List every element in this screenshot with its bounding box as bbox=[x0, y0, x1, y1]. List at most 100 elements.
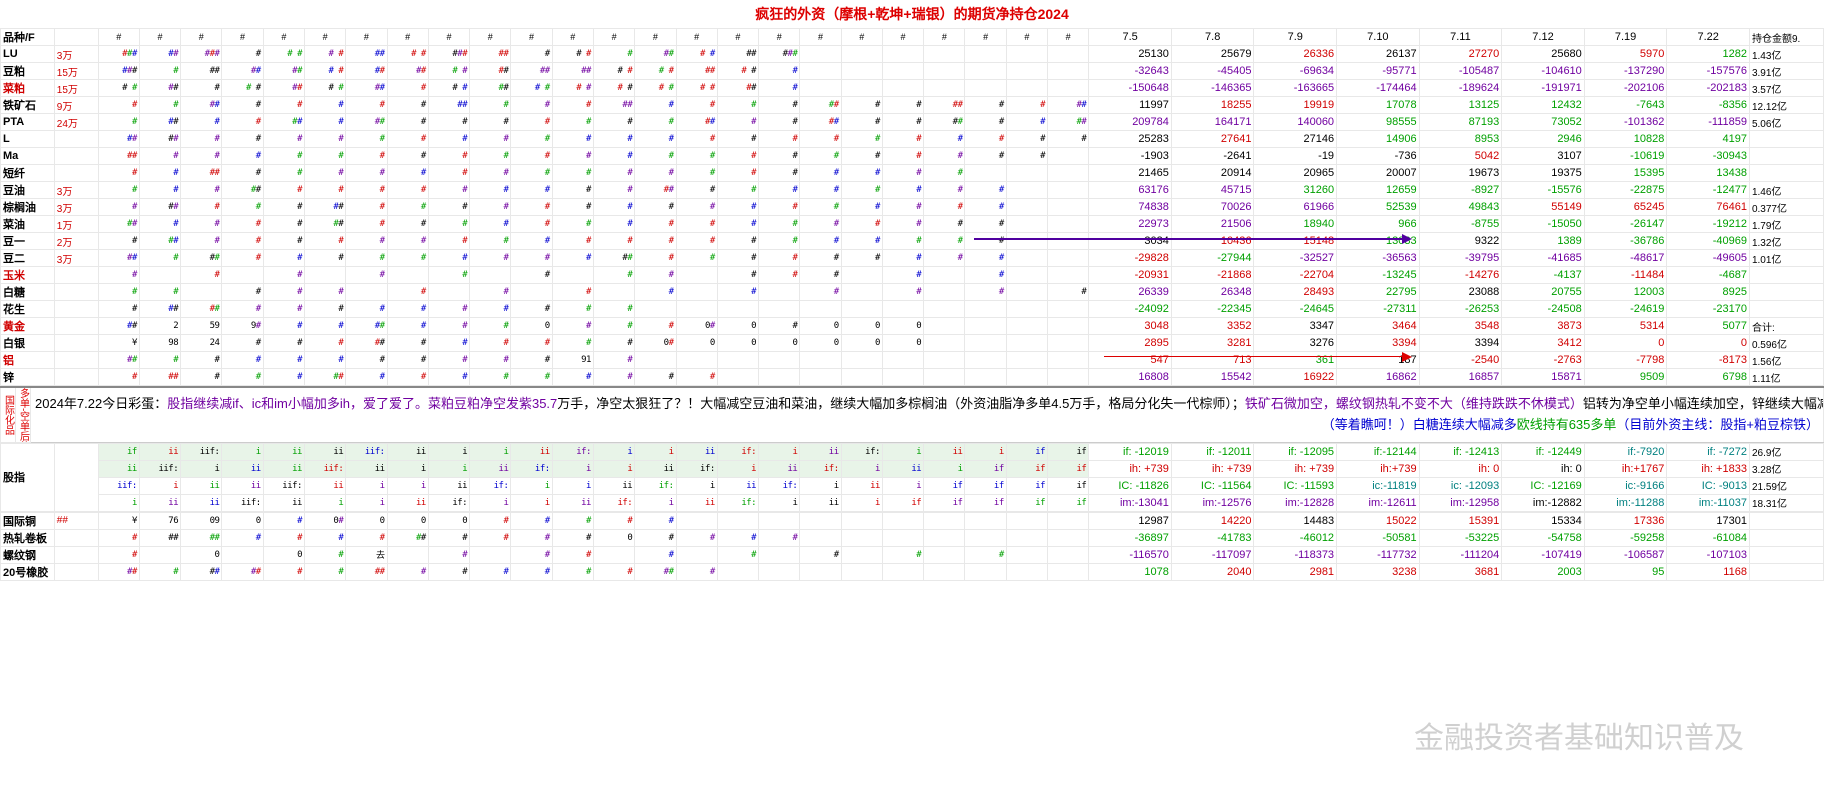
val-cell: 13125 bbox=[1419, 97, 1502, 114]
hash-cell: 0 bbox=[717, 318, 758, 335]
val-cell: 209784 bbox=[1089, 114, 1172, 131]
commentary: 2024年7.22今日彩蛋：股指继续减if、ic和im小幅加多ih，爱了爱了。菜… bbox=[31, 387, 1824, 442]
val-cell: 55149 bbox=[1502, 199, 1585, 216]
hash-cell: 0 bbox=[841, 318, 882, 335]
val-cell: -23170 bbox=[1667, 301, 1750, 318]
val-cell: -24645 bbox=[1254, 301, 1337, 318]
val-cell: -111204 bbox=[1419, 546, 1502, 563]
hash-cell: # bbox=[139, 250, 180, 267]
hash-cell: # bbox=[924, 165, 965, 182]
gq-hash: ii bbox=[222, 460, 263, 477]
table-row: 菜油1万### # # # ## # # # # # # # # # # # #… bbox=[1, 216, 1824, 233]
hash-cell bbox=[759, 512, 800, 529]
val-cell: 2040 bbox=[1171, 563, 1254, 580]
hash-cell: # bbox=[965, 97, 1006, 114]
val-cell: -107103 bbox=[1667, 546, 1750, 563]
hash-cell: 0 bbox=[882, 335, 923, 352]
val-cell: 713 bbox=[1171, 352, 1254, 369]
row-name: 铁矿石 bbox=[1, 97, 55, 114]
hash-cell: # bbox=[717, 148, 758, 165]
hash-col: # bbox=[924, 29, 965, 46]
hash-cell: # bbox=[263, 369, 304, 386]
hash-cell: ## bbox=[387, 63, 428, 80]
hash-cell: # bbox=[181, 131, 222, 148]
gq-hash: i bbox=[428, 443, 469, 460]
gq-hash: ii bbox=[387, 494, 428, 511]
hash-cell: ## bbox=[1048, 97, 1089, 114]
hash-cell bbox=[1006, 352, 1047, 369]
hash-cell: # bbox=[759, 250, 800, 267]
hash-cell bbox=[1006, 563, 1047, 580]
gq-val: im:-13041 bbox=[1089, 494, 1172, 511]
gq-val: ih:+739 bbox=[1337, 460, 1420, 477]
hash-cell: # bbox=[635, 148, 676, 165]
hash-cell: 2 bbox=[139, 318, 180, 335]
gq-val: if: -12011 bbox=[1171, 443, 1254, 460]
hash-cell: ## bbox=[1048, 114, 1089, 131]
hash-cell: # bbox=[263, 199, 304, 216]
hash-cell bbox=[924, 46, 965, 63]
hash-cell: 98 bbox=[139, 335, 180, 352]
hash-cell bbox=[1006, 546, 1047, 563]
row-scale: 9万 bbox=[54, 97, 98, 114]
val-cell: -10619 bbox=[1584, 148, 1667, 165]
gq-hash: ii bbox=[263, 494, 304, 511]
hash-cell: # bbox=[428, 546, 469, 563]
gq-val: ih:+1767 bbox=[1584, 460, 1667, 477]
hash-cell: # bbox=[676, 233, 717, 250]
hash-cell bbox=[841, 546, 882, 563]
hash-cell: # bbox=[139, 63, 180, 80]
hash-cell: # bbox=[263, 284, 304, 301]
gq-val: IC: -11826 bbox=[1089, 477, 1172, 494]
hash-cell: # bbox=[428, 182, 469, 199]
row-scale: 1万 bbox=[54, 216, 98, 233]
hash-cell: # bbox=[222, 199, 263, 216]
hash-cell: # bbox=[470, 352, 511, 369]
date-col: 7.12 bbox=[1502, 29, 1585, 46]
val-cell: 5314 bbox=[1584, 318, 1667, 335]
hash-cell: # bbox=[387, 250, 428, 267]
hash-cell: # # bbox=[387, 46, 428, 63]
hash-col: # bbox=[387, 29, 428, 46]
hash-cell: 0 bbox=[593, 529, 634, 546]
hash-cell: # bbox=[263, 529, 304, 546]
hash-cell: # bbox=[346, 233, 387, 250]
hash-cell: 0 bbox=[800, 318, 841, 335]
hash-cell bbox=[1006, 267, 1047, 284]
gq-hash: ii bbox=[387, 443, 428, 460]
gq-hash: i bbox=[759, 494, 800, 511]
gq-hash: i bbox=[387, 460, 428, 477]
hash-cell bbox=[181, 284, 222, 301]
row-scale bbox=[54, 131, 98, 148]
val-cell: 0 bbox=[1584, 335, 1667, 352]
hash-cell: ## bbox=[346, 80, 387, 97]
hash-cell: # bbox=[511, 182, 552, 199]
gq-hash: iif: bbox=[139, 460, 180, 477]
hash-cell: # bbox=[593, 301, 634, 318]
hash-cell: ## bbox=[139, 301, 180, 318]
hash-cell: # bbox=[924, 250, 965, 267]
hash-cell bbox=[387, 546, 428, 563]
hash-cell: # bbox=[1006, 148, 1047, 165]
hash-cell: # bbox=[717, 233, 758, 250]
col-name: 品种/F bbox=[1, 29, 55, 46]
hash-cell bbox=[635, 301, 676, 318]
hash-cell: # bbox=[181, 80, 222, 97]
val-cell: 14483 bbox=[1254, 512, 1337, 529]
hash-cell: ## bbox=[98, 563, 139, 580]
hash-cell: # bbox=[263, 182, 304, 199]
hash-col: # bbox=[263, 29, 304, 46]
val-cell: -32527 bbox=[1254, 250, 1337, 267]
hash-cell: ## bbox=[552, 63, 593, 80]
hash-cell bbox=[387, 267, 428, 284]
val-cell: 3394 bbox=[1337, 335, 1420, 352]
gq-hash: if bbox=[1006, 443, 1047, 460]
gq-hash: ii bbox=[181, 477, 222, 494]
date-col: 7.22 bbox=[1667, 29, 1750, 46]
hash-cell: # bbox=[387, 284, 428, 301]
val-cell: 28493 bbox=[1254, 284, 1337, 301]
gq-hash: if: bbox=[800, 460, 841, 477]
hash-cell: # bbox=[387, 97, 428, 114]
row-name: 玉米 bbox=[1, 267, 55, 284]
val-cell: 26336 bbox=[1254, 46, 1337, 63]
